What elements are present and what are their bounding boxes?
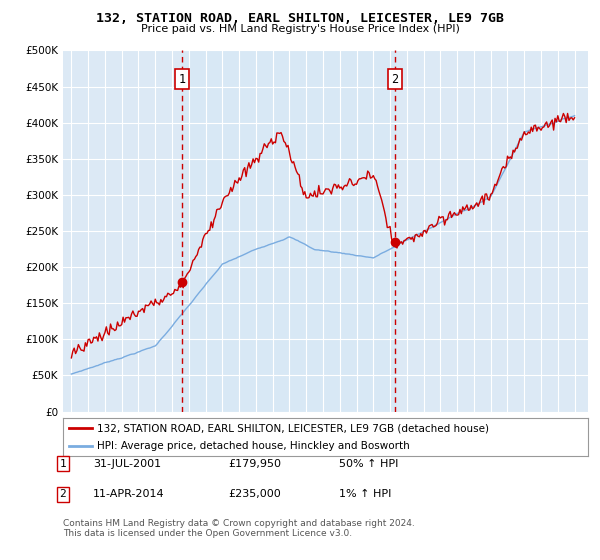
Text: 1: 1 [178,73,185,86]
Text: £235,000: £235,000 [228,489,281,500]
Text: 2: 2 [391,73,398,86]
Text: 1: 1 [59,459,67,469]
Text: 31-JUL-2001: 31-JUL-2001 [93,459,161,469]
Text: Price paid vs. HM Land Registry's House Price Index (HPI): Price paid vs. HM Land Registry's House … [140,24,460,34]
Text: £179,950: £179,950 [228,459,281,469]
Bar [182,50,395,412]
Text: This data is licensed under the Open Government Licence v3.0.: This data is licensed under the Open Gov… [63,529,352,538]
Text: Contains HM Land Registry data © Crown copyright and database right 2024.: Contains HM Land Registry data © Crown c… [63,519,415,528]
Text: 11-APR-2014: 11-APR-2014 [93,489,164,500]
Text: HPI: Average price, detached house, Hinckley and Bosworth: HPI: Average price, detached house, Hinc… [97,441,410,451]
Text: 2: 2 [59,489,67,500]
Text: 1% ↑ HPI: 1% ↑ HPI [339,489,391,500]
Text: 132, STATION ROAD, EARL SHILTON, LEICESTER, LE9 7GB (detached house): 132, STATION ROAD, EARL SHILTON, LEICEST… [97,423,489,433]
Text: 132, STATION ROAD, EARL SHILTON, LEICESTER, LE9 7GB: 132, STATION ROAD, EARL SHILTON, LEICEST… [96,12,504,25]
Text: 50% ↑ HPI: 50% ↑ HPI [339,459,398,469]
